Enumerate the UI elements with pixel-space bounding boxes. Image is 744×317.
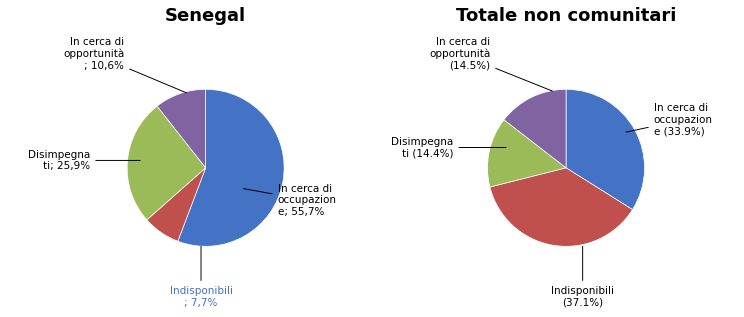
Text: Indisponibili
(37.1%): Indisponibili (37.1%) [551,246,614,307]
Wedge shape [147,168,205,241]
Wedge shape [504,89,566,168]
Text: In cerca di
opportunità
(14.5%): In cerca di opportunità (14.5%) [429,37,552,91]
Text: Indisponibili
; 7,7%: Indisponibili ; 7,7% [170,246,233,307]
Text: In cerca di
occupazion
e (33.9%): In cerca di occupazion e (33.9%) [626,103,713,136]
Text: In cerca di
opportunità
; 10,6%: In cerca di opportunità ; 10,6% [63,37,187,93]
Wedge shape [490,168,632,246]
Text: Disimpegna
ti; 25,9%: Disimpegna ti; 25,9% [28,150,140,171]
Title: Senegal: Senegal [165,7,246,25]
Wedge shape [178,89,284,246]
Wedge shape [566,89,644,210]
Wedge shape [487,120,566,187]
Text: Disimpegna
ti (14.4%): Disimpegna ti (14.4%) [391,137,506,158]
Wedge shape [127,106,205,220]
Wedge shape [157,89,205,168]
Title: Totale non comunitari: Totale non comunitari [456,7,676,25]
Text: In cerca di
occupazion
e; 55,7%: In cerca di occupazion e; 55,7% [243,184,337,217]
